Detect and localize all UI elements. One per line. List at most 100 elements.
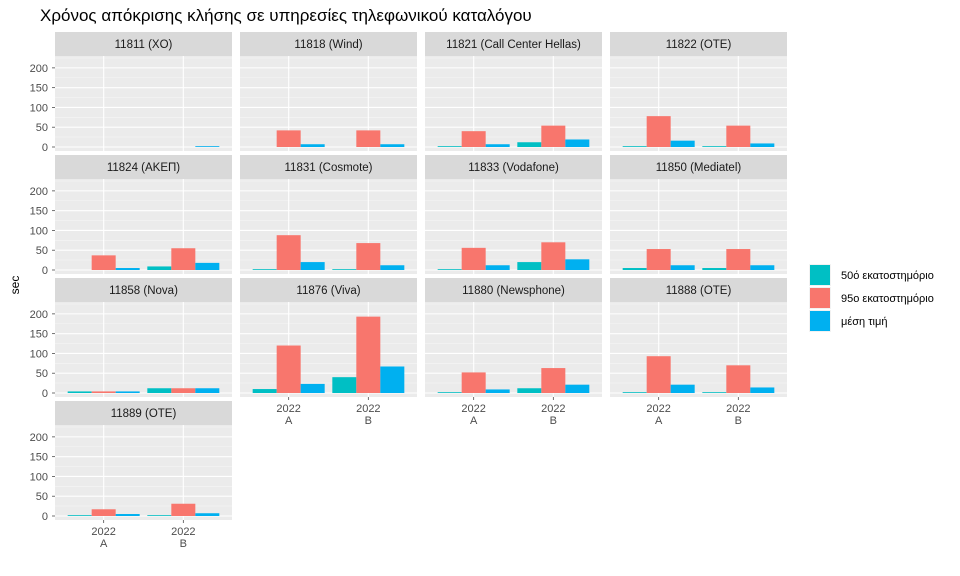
facet-panel: 11850 (Mediatel) — [610, 155, 787, 274]
facet-strip-label: 11880 (Newsphone) — [462, 285, 565, 297]
bar — [726, 365, 751, 393]
y-tick-label: 0 — [42, 511, 48, 523]
facet-panel: 11821 (Call Center Hellas) — [425, 32, 602, 151]
bar — [91, 509, 116, 516]
facet-panel: 11858 (Nova) 0 50 100 150 200 — [30, 278, 232, 400]
bar — [252, 389, 277, 393]
bar — [517, 262, 542, 270]
bar — [750, 265, 775, 270]
facet-strip — [425, 278, 602, 302]
bar — [380, 265, 405, 270]
facet-panel: 11818 (Wind) — [240, 32, 417, 151]
y-axis-title: sec — [8, 276, 22, 295]
facet-strip — [610, 32, 787, 56]
facet-strip-label: 11888 (OTE) — [666, 285, 732, 297]
bar — [541, 125, 566, 147]
panel-background — [240, 56, 417, 151]
y-tick-label: 200 — [30, 309, 48, 321]
bar — [670, 265, 695, 270]
bar — [622, 268, 647, 270]
panel-background — [55, 425, 232, 520]
bar — [750, 387, 775, 393]
x-tick-label: 2022 A — [91, 526, 115, 550]
bar — [147, 266, 172, 270]
panel-background — [610, 56, 787, 151]
facet-panel: 11833 (Vodafone) — [425, 155, 602, 274]
facet-panel: 11824 (ΑΚΕΠ) 0 50 100 150 200 — [30, 155, 232, 277]
x-axis-labels: 2022 A 2022 B 2022 A 2022 B 2022 A 2022 B 2022 A 2022 B — [91, 397, 751, 550]
facet-strip-label: 11876 (Viva) — [296, 285, 360, 297]
facet-panel: 11831 (Cosmote) — [240, 155, 417, 274]
facet-strip-label: 11824 (ΑΚΕΠ) — [107, 162, 180, 174]
facet-panel: 11822 (OTE) — [610, 32, 787, 151]
facet-panel: 11811 (XO) 0 50 100 150 200 — [30, 32, 232, 154]
facet-panel: 11888 (OTE) — [610, 278, 787, 397]
legend-key — [810, 288, 830, 308]
y-tick-label: 200 — [30, 432, 48, 444]
bar — [356, 130, 381, 147]
bar — [276, 345, 301, 393]
x-tick-label: 2022 B — [541, 403, 565, 427]
facet-strip — [55, 32, 232, 56]
bar — [195, 146, 220, 148]
bar — [646, 356, 671, 393]
bar — [565, 259, 590, 270]
bar — [541, 368, 566, 393]
bar — [67, 515, 92, 517]
panel-background — [610, 179, 787, 274]
bar — [485, 265, 510, 270]
bar — [517, 388, 542, 393]
bar — [276, 130, 301, 147]
y-tick-label: 50 — [36, 245, 48, 257]
facet-strip — [610, 155, 787, 179]
bar — [702, 392, 727, 394]
y-tick-label: 100 — [30, 102, 48, 114]
bar — [702, 268, 727, 270]
bar — [195, 513, 220, 516]
bar — [147, 388, 172, 393]
bar — [115, 514, 140, 516]
bar — [622, 392, 647, 394]
x-tick-label: 2022 B — [726, 403, 750, 427]
panel-background — [610, 302, 787, 397]
chart-title: Χρόνος απόκρισης κλήσης σε υπηρεσίες τηλ… — [40, 6, 532, 25]
legend-label: 95ο εκατοστημόριο — [841, 293, 934, 305]
bar — [437, 269, 462, 271]
y-tick-label: 0 — [42, 142, 48, 154]
facet-strip — [55, 278, 232, 302]
bar — [437, 146, 462, 148]
bar — [726, 249, 751, 270]
y-tick-label: 150 — [30, 452, 48, 464]
bar — [726, 125, 751, 147]
y-tick-label: 200 — [30, 63, 48, 75]
y-tick-label: 50 — [36, 368, 48, 380]
bar — [565, 384, 590, 393]
legend: 50ό εκατοστημόριο 95ο εκατοστημόριο μέση τ… — [809, 264, 934, 332]
facet-strip-label: 11821 (Call Center Hellas) — [446, 39, 581, 51]
bar — [750, 143, 775, 147]
legend-key — [810, 311, 830, 331]
y-tick-label: 150 — [30, 206, 48, 218]
bar — [461, 247, 486, 270]
bar — [276, 235, 301, 270]
facet-strip-label: 11858 (Nova) — [109, 285, 178, 297]
bar — [646, 249, 671, 270]
y-tick-label: 150 — [30, 83, 48, 95]
bar — [702, 146, 727, 148]
bar — [670, 140, 695, 147]
bar — [252, 269, 277, 271]
panel-background — [240, 179, 417, 274]
facet-strip — [610, 278, 787, 302]
facet-strip-label: 11811 (XO) — [115, 39, 173, 51]
y-tick-label: 50 — [36, 491, 48, 503]
bar — [485, 389, 510, 393]
facet-strip — [425, 155, 602, 179]
facet-strip-label: 11889 (OTE) — [111, 408, 177, 420]
bar — [517, 142, 542, 147]
y-tick-label: 100 — [30, 348, 48, 360]
facet-strip-label: 11818 (Wind) — [294, 39, 362, 51]
legend-label: μέση τιμή — [841, 316, 887, 328]
bar — [332, 377, 357, 393]
x-tick-label: 2022 B — [356, 403, 380, 427]
